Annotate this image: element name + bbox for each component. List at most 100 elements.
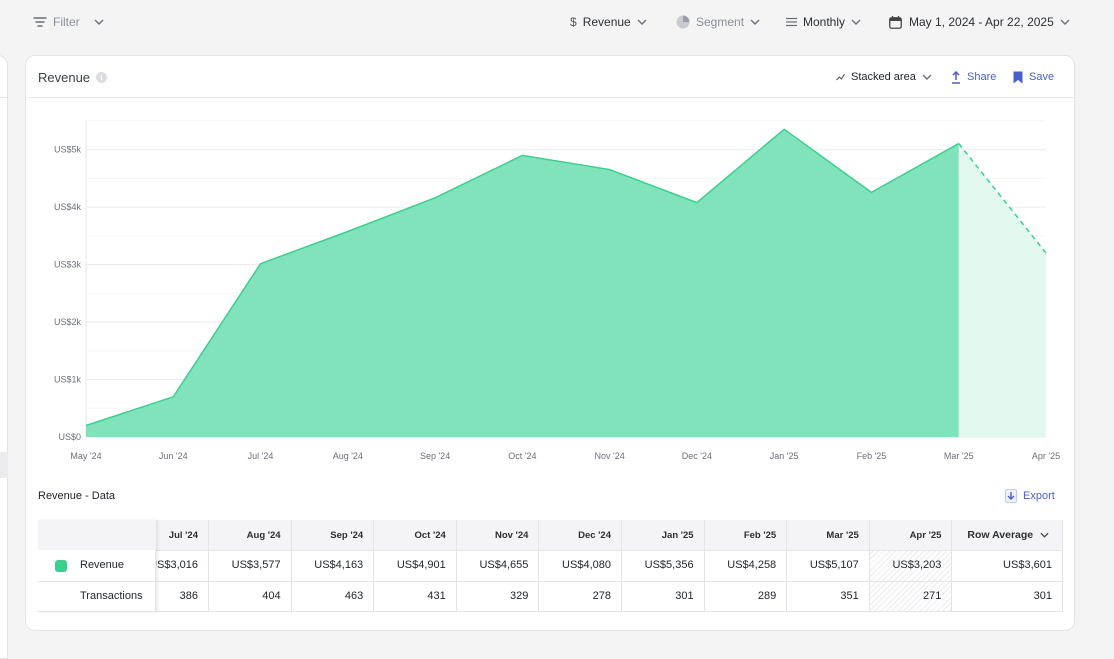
pie-chart-icon [676, 15, 690, 29]
x-tick-label: Nov '24 [595, 451, 625, 461]
row-average-cell: US$3,601 [1003, 559, 1052, 571]
dollar-icon: $ [570, 15, 577, 29]
table-cell: US$4,080 [562, 559, 611, 571]
metric-label: Revenue [582, 15, 631, 29]
chevron-down-icon [1060, 19, 1070, 25]
interval-selector[interactable]: Monthly [786, 12, 861, 32]
table-cell: 271 [923, 590, 942, 602]
card-header: Revenue i Stacked area Share Save [26, 56, 1074, 98]
export-label: Export [1023, 490, 1055, 502]
y-tick-label: US$5k [54, 145, 82, 155]
column-header[interactable]: Apr '25 [909, 529, 942, 541]
chart-type-selector[interactable]: Stacked area [836, 69, 932, 85]
column-header[interactable]: Jul '24 [168, 529, 198, 541]
row-divider [38, 581, 156, 582]
x-tick-label: Feb '25 [857, 451, 887, 461]
column-divider [290, 520, 292, 612]
table-cell: 301 [675, 590, 694, 602]
data-table: Jul '24 US$3,016 386 Aug '24 US$3,577 404 Sep … [38, 520, 1063, 612]
table-cell: US$4,901 [396, 559, 446, 571]
y-axis-labels: US$0 US$1k US$2k US$3k US$4k US$5k [54, 145, 82, 442]
table-cell: US$3,016 [156, 559, 198, 571]
row-divider [156, 581, 1062, 582]
x-tick-label: Apr '25 [1032, 451, 1060, 461]
chart-series [85, 128, 1047, 438]
export-icon [1005, 489, 1017, 503]
table-cell: US$4,163 [314, 559, 364, 571]
share-button[interactable]: Share [951, 69, 996, 85]
x-tick-label: Jul '24 [248, 451, 274, 461]
save-button[interactable]: Save [1013, 69, 1054, 85]
table-cell: US$5,356 [644, 559, 694, 571]
table-cell: 329 [510, 590, 529, 602]
chevron-down-icon [94, 19, 104, 25]
column-divider [1062, 520, 1063, 612]
column-divider [868, 520, 870, 612]
y-tick-label: US$4k [54, 202, 82, 212]
chevron-down-icon [637, 19, 647, 25]
table-cell: 351 [840, 590, 859, 602]
interval-label: Monthly [803, 15, 846, 29]
segment-selector[interactable]: Segment [676, 12, 760, 32]
share-icon [951, 70, 961, 84]
x-tick-label: Jun '24 [159, 451, 188, 461]
metric-selector[interactable]: $ Revenue [570, 12, 647, 32]
row-divider [156, 550, 1062, 551]
column-header[interactable]: Dec '24 [578, 529, 611, 541]
x-tick-label: Aug '24 [333, 451, 363, 461]
x-tick-label: Jan '25 [770, 451, 799, 461]
chart-type-label: Stacked area [851, 71, 916, 83]
export-button[interactable]: Export [1005, 488, 1055, 504]
segment-label: Segment [696, 15, 745, 29]
x-tick-label: Mar '25 [944, 451, 974, 461]
x-tick-label: Oct '24 [508, 451, 536, 461]
filter-icon [33, 16, 47, 28]
table-cell: 404 [262, 590, 281, 602]
revenue-area [86, 129, 959, 438]
share-label: Share [967, 71, 997, 83]
column-header[interactable]: Feb '25 [743, 529, 777, 541]
chevron-down-icon [851, 19, 861, 25]
toolbar: Filter $ Revenue Segment Monthly [0, 0, 1114, 44]
filter-button[interactable]: Filter [33, 12, 104, 32]
column-header[interactable]: Mar '25 [826, 529, 859, 541]
column-divider [786, 520, 788, 612]
selected-row-highlight [0, 452, 8, 478]
row-label: Revenue [80, 559, 125, 571]
table-cell: 463 [344, 590, 364, 602]
row-divider [156, 611, 1062, 612]
table-cell: 289 [757, 590, 777, 602]
column-header[interactable]: Aug '24 [246, 529, 281, 541]
x-tick-label: May '24 [70, 451, 101, 461]
chevron-down-icon [922, 74, 932, 80]
card-title: Revenue [38, 70, 91, 85]
column-header[interactable]: Nov '24 [494, 529, 529, 541]
row-label-header [38, 520, 156, 550]
table-cell: US$4,258 [727, 559, 777, 571]
info-icon[interactable]: i [96, 72, 107, 83]
side-panel [0, 55, 8, 659]
date-range-picker[interactable]: May 1, 2024 - Apr 22, 2025 [889, 12, 1070, 32]
x-tick-label: Dec '24 [682, 451, 712, 461]
revenue-card: Revenue i Stacked area Share Save US$ [25, 55, 1075, 631]
column-header[interactable]: Oct '24 [414, 529, 446, 541]
x-tick-label: Sep '24 [420, 451, 450, 461]
save-label: Save [1029, 71, 1055, 83]
column-divider [538, 520, 540, 612]
row-label: Transactions [80, 590, 143, 602]
column-header[interactable]: Sep '24 [330, 529, 364, 541]
table-cell: 278 [592, 590, 611, 602]
row-label-column: Revenue Transactions [38, 520, 156, 612]
table-cell: US$5,107 [809, 559, 859, 571]
y-tick-label: US$2k [54, 317, 82, 327]
filter-label: Filter [53, 15, 80, 29]
bookmark-icon [1013, 71, 1023, 84]
line-chart-icon [836, 73, 845, 81]
row-average-label: Row Average [967, 529, 1034, 541]
revenue-series-swatch[interactable] [55, 560, 67, 572]
table-cell: 431 [427, 590, 446, 602]
y-tick-label: US$3k [54, 260, 82, 270]
row-average-header[interactable]: Row Average [951, 520, 1062, 550]
column-divider [951, 520, 953, 612]
column-header[interactable]: Jan '25 [661, 529, 694, 541]
